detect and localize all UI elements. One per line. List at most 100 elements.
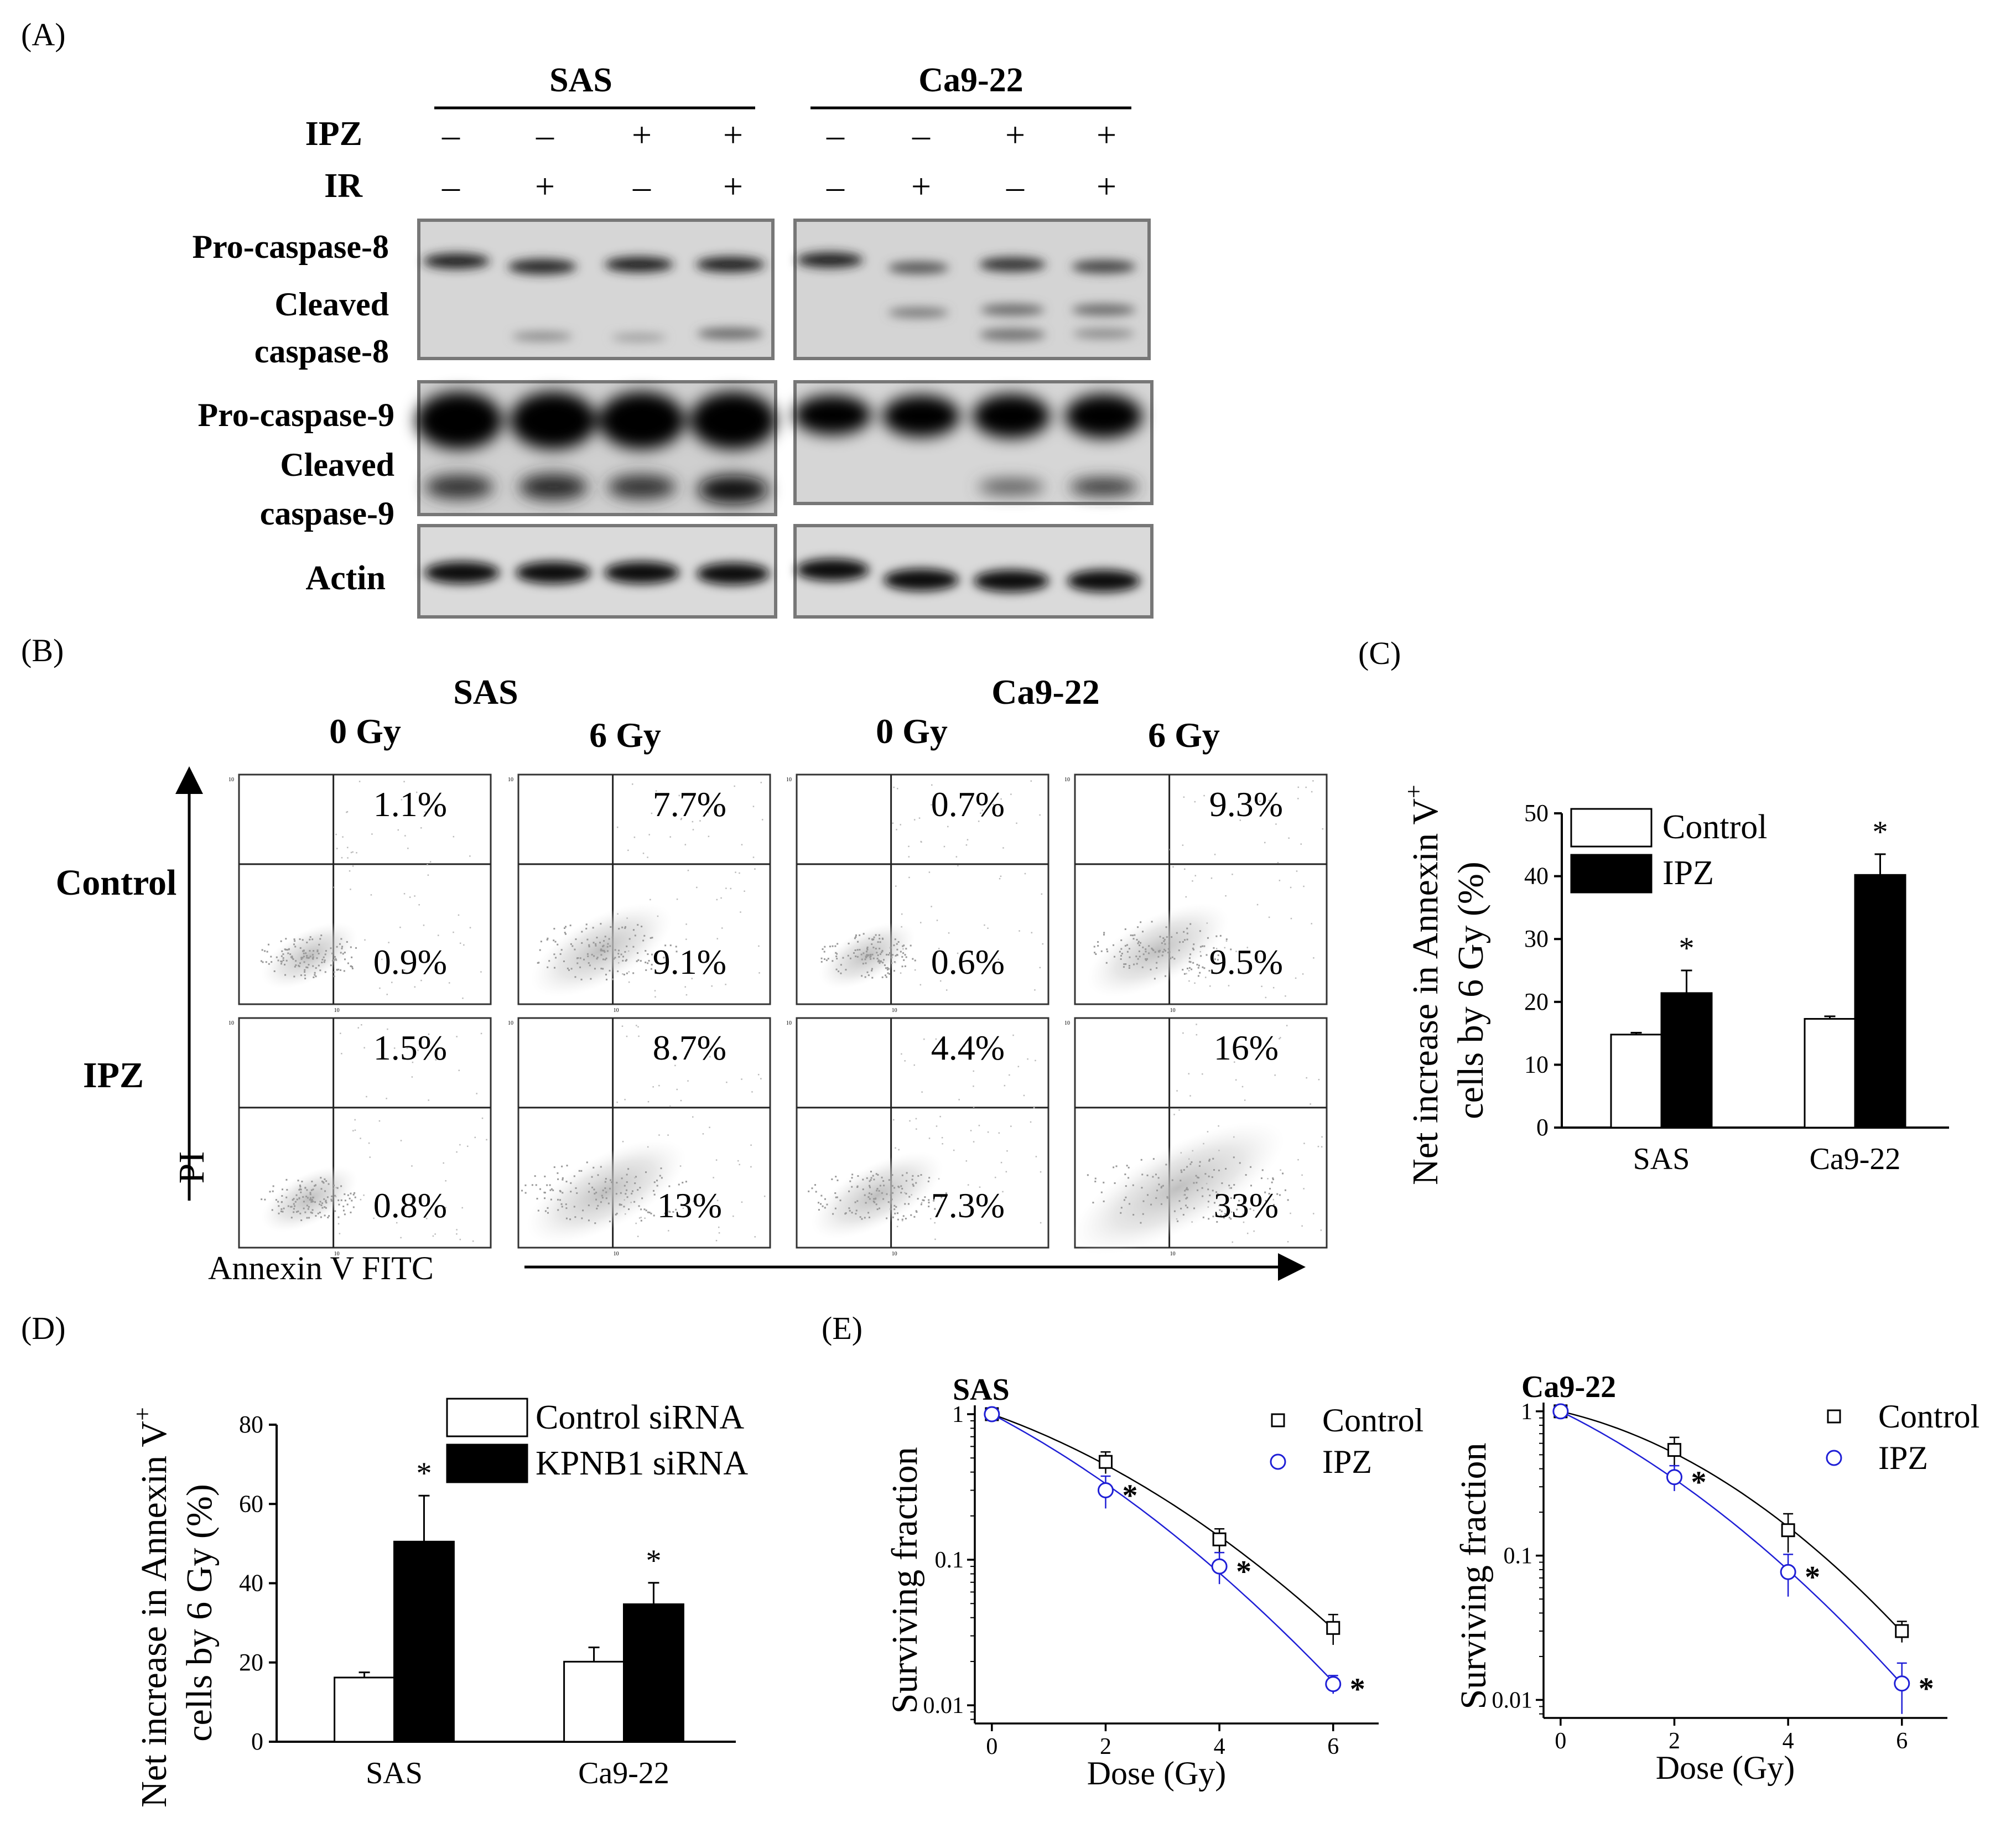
cell-dot [536,1197,538,1200]
cell-dot [1188,1158,1190,1160]
legend-label-control: Control [1662,808,1767,846]
cell-dot [834,945,836,947]
cell-dot [993,803,994,806]
cell-dot [289,953,292,956]
cell-dot [628,981,630,983]
cell-dot [336,848,338,849]
cell-dot [1140,921,1142,923]
cell-dot [261,949,263,951]
cell-dot [631,1190,633,1192]
cell-dot [315,1215,317,1217]
cell-dot [1239,1162,1241,1164]
cell-dot [311,1180,313,1182]
cell-dot [919,922,922,923]
cell-dot [682,1181,684,1183]
cell-dot [304,969,306,971]
cell-dot [335,958,337,960]
y-axis-label: Surviving fraction [1453,1442,1494,1709]
cell-dot [897,1186,900,1188]
cell-dot [1120,1212,1122,1214]
cell-dot [1221,1182,1223,1185]
cell-dot [1219,1209,1221,1211]
cell-dot [901,1174,903,1176]
cell-dot [637,1189,639,1191]
cell-dot [832,1213,834,1215]
cell-dot [685,938,687,940]
cell-dot [1103,1200,1105,1202]
cell-dot [605,957,607,959]
cell-dot [1189,1095,1191,1097]
cell-dot [921,1202,923,1204]
cell-dot [428,802,430,803]
cell-dot [531,1184,533,1186]
cell-dot [407,848,409,849]
cell-dot [1233,1136,1235,1138]
cell-dot [901,1219,903,1222]
cell-dot [948,932,950,934]
cell-dot [861,958,863,960]
cell-dot [605,1178,607,1180]
cell-dot [344,1200,346,1202]
cell-dot [285,938,287,940]
cell-dot [298,1197,300,1200]
cell-dot [1305,786,1307,788]
cell-dot [1277,861,1279,864]
quadrant-percent-upper: 16% [1214,1028,1279,1067]
cell-dot [675,946,677,948]
cell-dot [576,962,579,964]
cell-dot [310,1197,312,1199]
cell-dot [953,1149,955,1151]
cell-dot [939,980,942,982]
legend-label-ipz: IPZ [1662,854,1714,892]
cell-dot [1000,875,1002,878]
cell-dot [596,957,599,959]
y-tick-label: 80 [239,1411,263,1438]
cell-dot [897,1212,899,1214]
cell-dot [656,1180,658,1182]
cell-dot [303,949,305,952]
cell-dot [718,805,720,807]
cell-dot [328,1183,330,1185]
cell-dot [1141,966,1144,968]
treatment-sign-ipz: + [1097,115,1116,154]
cell-dot [645,950,647,952]
bar-kpnb1-sirna [393,1540,455,1743]
cell-dot [618,956,620,958]
cell-dot [1301,1225,1303,1227]
cell-dot [425,1218,428,1219]
cell-dot [420,979,422,982]
cell-dot [324,1214,326,1217]
cell-dot [304,971,306,973]
cell-dot [459,1238,461,1240]
cell-dot [300,1191,302,1193]
cell-dot [573,1206,575,1208]
cell-dot [349,1197,351,1200]
cell-dot [609,1187,611,1190]
bar-control-sirna [563,1660,625,1743]
cell-dot [596,937,598,939]
chart-title: SAS [953,1373,1010,1407]
cell-dot [645,969,647,971]
cell-dot [876,952,878,954]
cell-dot [836,1196,838,1198]
cell-dot [638,1205,640,1207]
cell-dot [905,1192,907,1195]
cell-dot [321,961,323,963]
cell-dot [1160,1186,1162,1188]
quadrant-percent-lower: 33% [1214,1186,1279,1225]
cell-dot [911,1194,912,1196]
cell-dot [330,1198,332,1201]
cell-dot [898,1149,900,1151]
cell-dot [1188,957,1191,959]
cell-dot [634,934,636,937]
axis-tick-label: 10 [786,777,792,783]
cell-dot [904,965,906,967]
cell-dot [908,876,910,879]
cell-dot [602,949,604,952]
cell-dot [293,1198,295,1200]
cell-dot [290,956,293,958]
cell-dot [626,959,628,961]
significance-star: * [1805,1560,1820,1595]
cell-dot [1142,946,1144,948]
